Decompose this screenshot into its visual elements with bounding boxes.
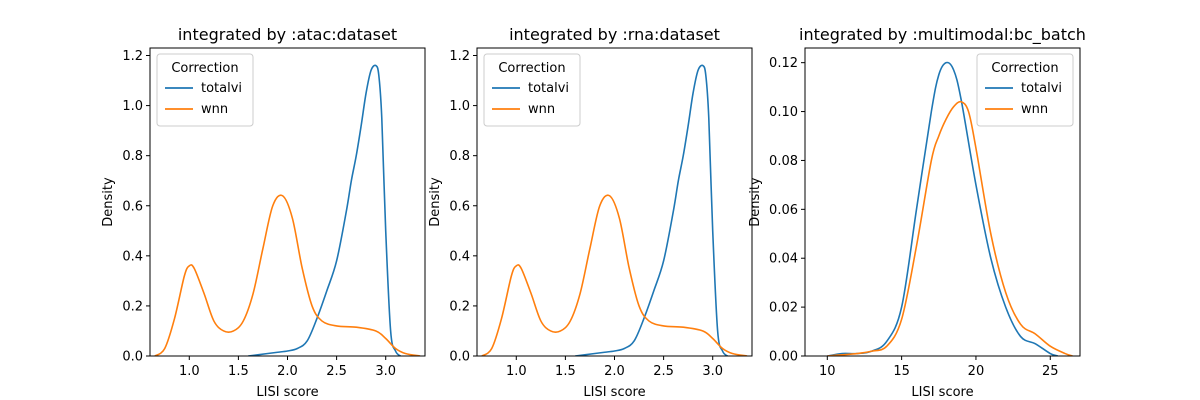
y-tick-label: 0.12	[769, 56, 798, 71]
legend: Correction totalvi wnn	[976, 53, 1074, 127]
y-tick-label: 0.10	[769, 105, 798, 120]
chart-title: integrated by :multimodal:bc_batch	[799, 25, 1086, 45]
legend-title: Correction	[991, 61, 1058, 76]
series-line-wnn	[481, 194, 748, 356]
x-tick-label: 1.0	[179, 364, 200, 379]
y-tick-label: 0.4	[449, 249, 470, 264]
y-axis-label: Density	[101, 177, 116, 227]
legend-box	[156, 53, 254, 127]
axes-frame	[804, 47, 1081, 357]
x-tick-label: 3.0	[702, 364, 723, 379]
legend-title: Correction	[498, 61, 565, 76]
x-tick-label: 2.0	[604, 364, 625, 379]
chart-title: integrated by :rna:dataset	[509, 25, 720, 44]
x-tick-label: 25	[1042, 364, 1059, 379]
legend-entry-totalvi: totalvi	[528, 81, 569, 96]
x-tick-label: 1.5	[555, 364, 576, 379]
legend-entry-wnn: wnn	[1021, 102, 1048, 117]
y-tick-label: 0.6	[449, 199, 470, 214]
y-tick-label: 1.0	[449, 99, 470, 114]
legend-entry-wnn: wnn	[201, 102, 228, 117]
legend-entry-totalvi: totalvi	[1021, 81, 1062, 96]
x-tick-label: 1.5	[228, 364, 249, 379]
x-tick-label: 2.5	[326, 364, 347, 379]
series-line-totalvi	[575, 64, 729, 356]
y-tick-label: 0.02	[769, 301, 798, 316]
legend-box	[976, 53, 1074, 127]
y-tick-label: 0.8	[449, 149, 470, 164]
y-axis-label: Density	[748, 177, 763, 227]
legend-title: Correction	[171, 61, 238, 76]
y-tick-label: 0.4	[122, 249, 143, 264]
legend-box	[483, 53, 581, 127]
y-tick-label: 0.0	[449, 350, 470, 365]
y-tick-label: 0.8	[122, 149, 143, 164]
y-tick-label: 0.00	[769, 350, 798, 365]
x-tick-label: 10	[819, 364, 836, 379]
x-tick-label: 2.0	[277, 364, 298, 379]
y-tick-label: 0.06	[769, 203, 798, 218]
legend: Correction totalvi wnn	[483, 53, 581, 127]
y-tick-label: 0.0	[122, 350, 143, 365]
y-tick-label: 0.6	[122, 199, 143, 214]
x-tick-label: 1.0	[506, 364, 527, 379]
series-line-wnn	[827, 100, 1073, 356]
y-tick-label: 1.0	[122, 99, 143, 114]
x-tick-label: 3.0	[375, 364, 396, 379]
x-tick-label: 15	[893, 364, 910, 379]
y-tick-label: 0.04	[769, 252, 798, 267]
x-axis-label: LISI score	[911, 385, 973, 400]
x-axis-label: LISI score	[583, 385, 645, 400]
chart-panel-1: 1.0 1.5 2.0 2.5 3.0 0.0 0.2 0.4 0.6 0.8 1.0 1.2 inte…	[101, 25, 426, 400]
series-line-totalvi	[248, 64, 402, 356]
chart-panel-2: 1.0 1.5 2.0 2.5 3.0 0.0 0.2 0.4 0.6 0.8 1.0 1.2 inte…	[428, 25, 753, 400]
x-tick-label: 20	[968, 364, 985, 379]
x-axis-label: LISI score	[256, 385, 318, 400]
chart-panel-3: 10 15 20 25 0.00 0.02 0.04 0.06 0.08 0.10 0.12inte…	[748, 25, 1086, 400]
chart-title: integrated by :atac:dataset	[178, 25, 397, 44]
y-axis-label: Density	[428, 177, 443, 227]
legend: Correction totalvi wnn	[156, 53, 254, 127]
series-line-wnn	[154, 194, 421, 356]
legend-entry-wnn: wnn	[528, 102, 555, 117]
legend-entry-totalvi: totalvi	[201, 81, 242, 96]
y-tick-label: 0.2	[122, 299, 143, 314]
y-tick-label: 0.2	[449, 299, 470, 314]
y-tick-label: 0.08	[769, 154, 798, 169]
y-tick-label: 1.2	[122, 49, 143, 64]
x-tick-label: 2.5	[653, 364, 674, 379]
y-tick-label: 1.2	[449, 49, 470, 64]
